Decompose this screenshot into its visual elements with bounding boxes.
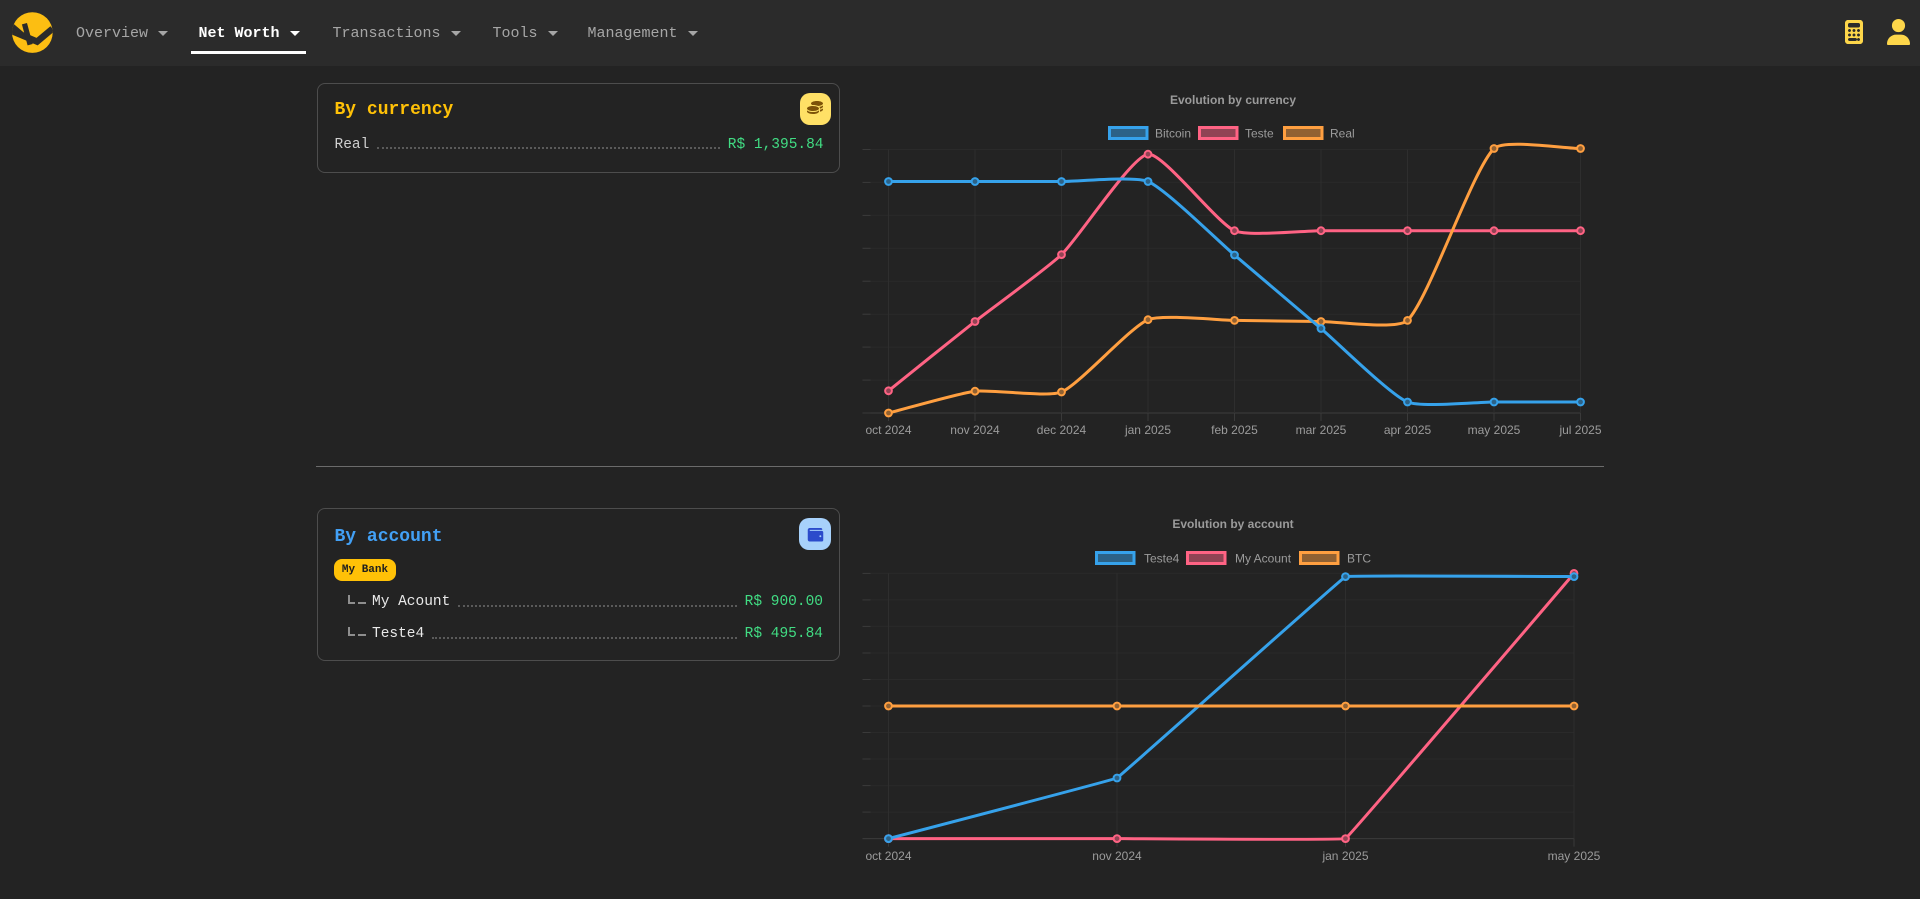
svg-text:dec 2024: dec 2024 bbox=[1037, 423, 1087, 437]
svg-text:Teste4: Teste4 bbox=[1144, 552, 1180, 566]
svg-text:Teste: Teste bbox=[1245, 127, 1274, 141]
svg-text:oct 2024: oct 2024 bbox=[865, 423, 911, 437]
svg-text:may 2025: may 2025 bbox=[1548, 849, 1601, 863]
svg-text:jan 2025: jan 2025 bbox=[1321, 849, 1368, 863]
svg-text:Evolution by account: Evolution by account bbox=[1172, 517, 1293, 531]
svg-text:nov 2024: nov 2024 bbox=[950, 423, 1000, 437]
svg-text:My Acount: My Acount bbox=[1235, 552, 1292, 566]
svg-text:nov 2024: nov 2024 bbox=[1092, 849, 1142, 863]
svg-text:BTC: BTC bbox=[1347, 552, 1371, 566]
svg-text:may 2025: may 2025 bbox=[1468, 423, 1521, 437]
svg-text:oct 2024: oct 2024 bbox=[865, 849, 911, 863]
svg-text:jan 2025: jan 2025 bbox=[1124, 423, 1171, 437]
svg-text:feb 2025: feb 2025 bbox=[1211, 423, 1258, 437]
svg-text:mar 2025: mar 2025 bbox=[1296, 423, 1347, 437]
svg-text:Bitcoin: Bitcoin bbox=[1155, 127, 1191, 141]
svg-text:Real: Real bbox=[1330, 127, 1355, 141]
svg-text:Evolution by currency: Evolution by currency bbox=[1170, 93, 1296, 107]
svg-text:apr 2025: apr 2025 bbox=[1384, 423, 1432, 437]
svg-text:jul 2025: jul 2025 bbox=[1558, 423, 1601, 437]
